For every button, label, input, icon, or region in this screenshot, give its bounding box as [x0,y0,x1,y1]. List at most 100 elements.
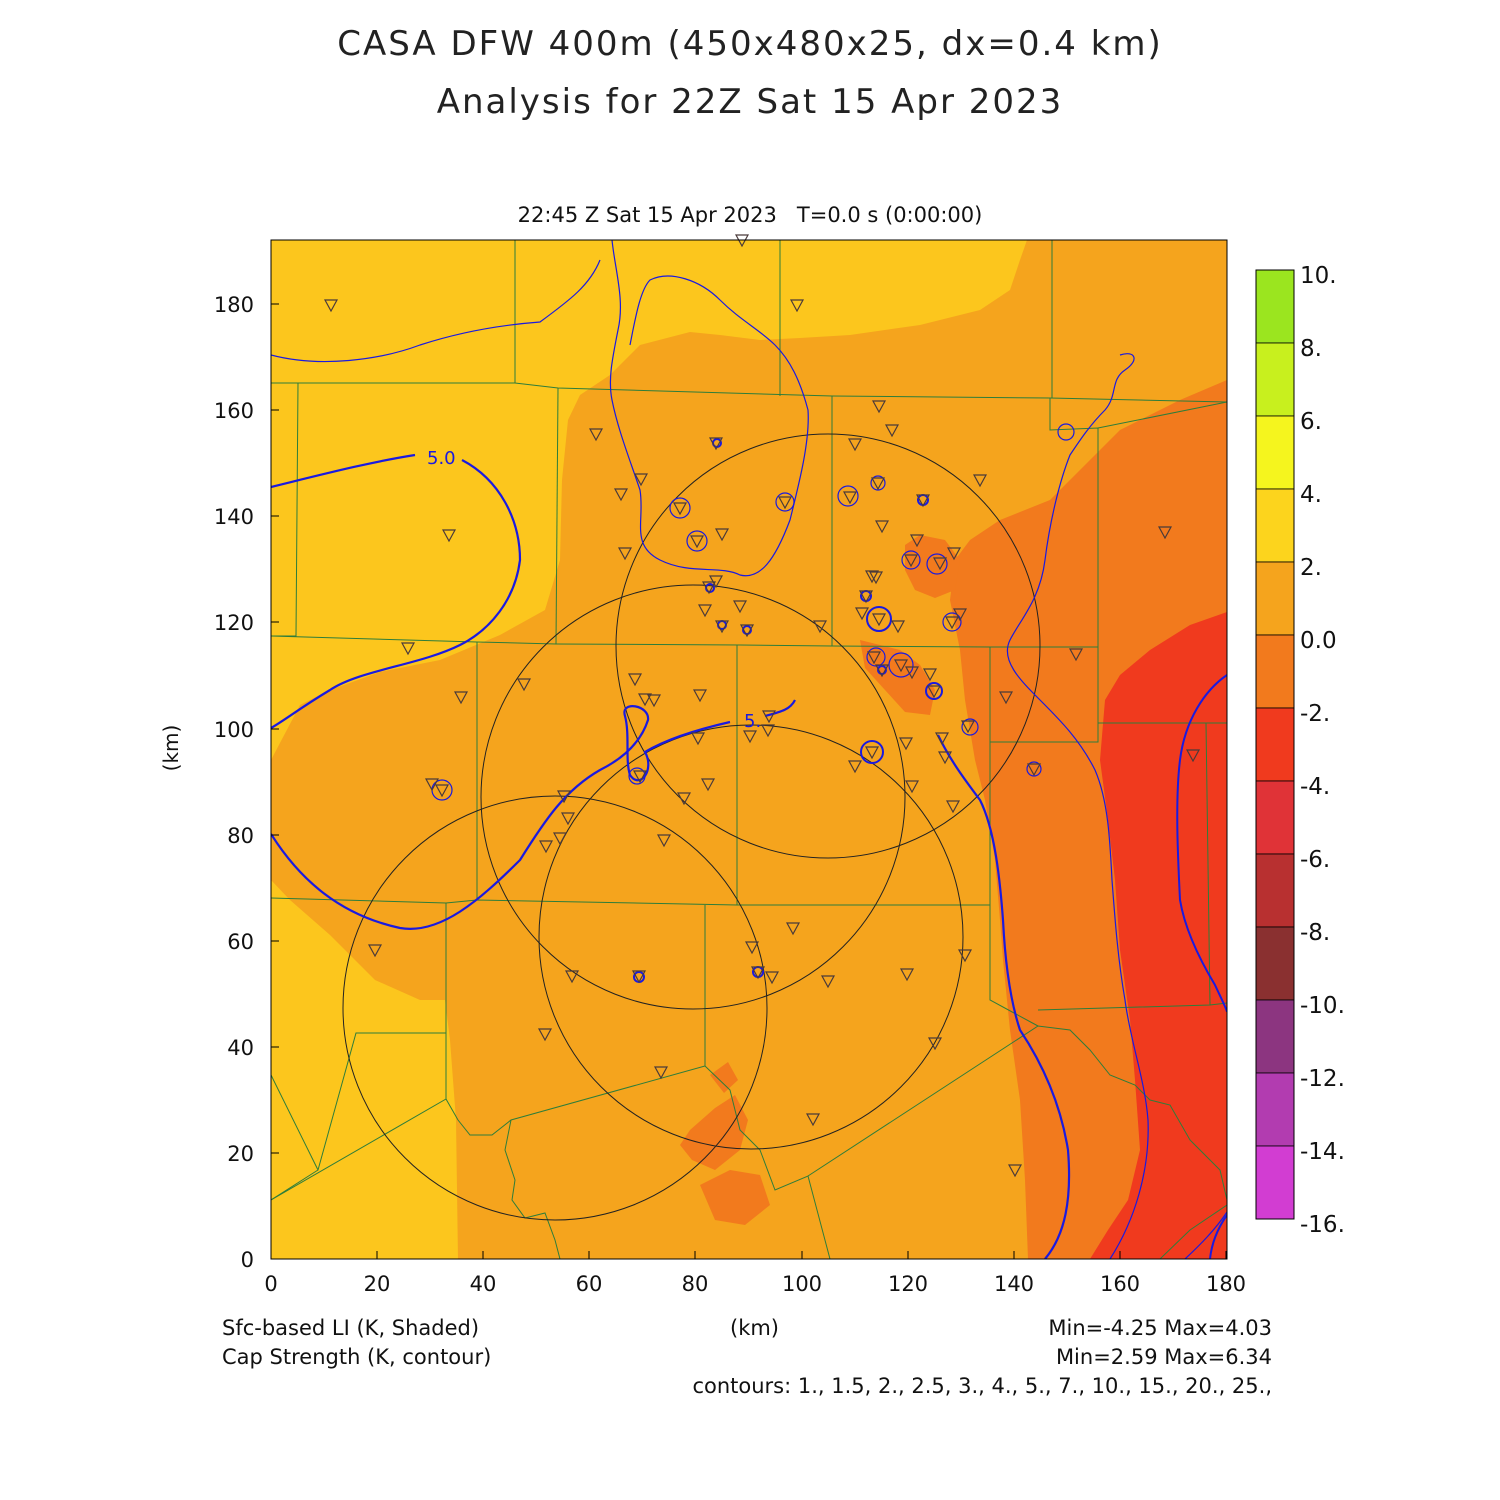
colorbar-labels: 10. 8. 6. 4. 2. 0.0 -2. -4. -6. -8. -10.… [1300,263,1345,1238]
station-marker [714,620,730,634]
station-marker [858,590,874,604]
plot-frame [270,239,1228,1260]
county-line [1097,401,1227,429]
contour-4-north-thin [271,240,809,577]
y-tick-label: 160 [214,399,254,423]
station-marker [944,616,960,630]
station-marker [760,724,776,738]
station-marker [812,620,828,634]
x-tick-label: 100 [782,1272,822,1296]
station-marker [866,651,882,665]
contour-ring [1057,423,1075,441]
station-marker [556,790,572,804]
station-marker [854,607,870,621]
station-marker [689,535,705,549]
x-tick-label: 60 [576,1272,603,1296]
station-marker [653,1066,669,1080]
station-marker [323,299,339,313]
station-marker [714,528,730,542]
y-axis-unit: (km) [159,725,183,772]
station-marker [637,693,653,707]
station-marker [847,438,863,452]
colorbar-label: 8. [1300,336,1322,362]
colorbar-segment [1255,707,1295,782]
station-marker [870,477,886,491]
field-blob-west-1 [905,535,960,598]
y-tick-label: 60 [227,930,254,954]
field-blob-south-3 [710,1062,738,1093]
station-markers [323,234,1201,1178]
colorbar-label: -10. [1300,993,1345,1019]
station-marker [899,968,915,982]
contour-ring-bold [860,740,884,764]
colorbar-label: -12. [1300,1066,1345,1092]
station-marker [932,557,948,571]
station-marker [903,554,919,568]
station-marker [441,529,457,543]
county-line [555,387,559,645]
station-marker [789,299,805,313]
x-axis-unit: (km) [730,1316,780,1340]
cap-strength-contours [271,240,1227,1259]
station-marker [613,488,629,502]
shaded-field-range: Min=-4.25 Max=4.03 [1048,1316,1272,1340]
y-tick-label: 40 [227,1036,254,1060]
county-line [271,1074,319,1201]
station-marker [739,624,755,638]
contour-ring-bold [877,665,887,675]
contour-ring [888,652,914,678]
colorbar-segment [1255,1145,1295,1220]
plot-title: CASA DFW 400m (450x480x25, dx=0.4 km) [337,24,1163,64]
contour-field-label: Cap Strength (K, contour) [222,1345,492,1369]
station-marker [904,780,920,794]
county-line [1205,722,1211,1006]
station-marker [690,732,706,746]
valid-time: 22:45 Z Sat 15 Apr 2023 T=0.0 s (0:00:00… [517,203,983,227]
contour-5-southeast-corner [1209,1214,1227,1259]
contour-ring [775,492,795,512]
station-marker [934,732,950,746]
station-marker [874,664,890,678]
county-line [989,647,1099,743]
station-marker [890,620,906,634]
radar-ring [615,433,1041,859]
contour-ring [669,497,691,519]
station-marker [697,604,713,618]
colorbar-label: 10. [1300,263,1337,289]
station-marker [453,691,469,705]
y-tick-label: 0 [241,1248,254,1272]
station-marker [764,971,780,985]
x-tick-label: 0 [264,1272,277,1296]
contour-5-central-bold [271,699,796,930]
station-marker [847,760,863,774]
colorbar-segment [1255,999,1295,1074]
colorbar [1255,269,1295,1220]
station-marker [672,502,688,516]
station-marker [656,834,672,848]
contour-ring [837,485,859,507]
colorbar-label: -6. [1300,847,1330,873]
station-marker [617,547,633,561]
y-tick-label: 100 [214,718,254,742]
county-line [1049,398,1227,724]
x-tick-label: 180 [1206,1272,1246,1296]
station-marker [588,428,604,442]
y-tick-label: 20 [227,1142,254,1166]
contour-ring [961,718,979,736]
station-marker [864,570,880,584]
station-marker [516,678,532,692]
station-marker [627,673,643,687]
x-tick-label: 20 [364,1272,391,1296]
county-line [504,1119,561,1259]
station-marker [952,608,968,622]
contour-4-east-thin [1006,353,1149,1259]
colorbar-segment [1255,415,1295,490]
station-marker [761,710,777,724]
colorbar-segment [1255,561,1295,636]
station-marker [1157,526,1173,540]
station-marker [927,1037,943,1051]
station-marker [701,581,717,595]
county-line [1159,1204,1227,1259]
colorbar-segment [1255,926,1295,1001]
x-tick-label: 160 [1100,1272,1140,1296]
